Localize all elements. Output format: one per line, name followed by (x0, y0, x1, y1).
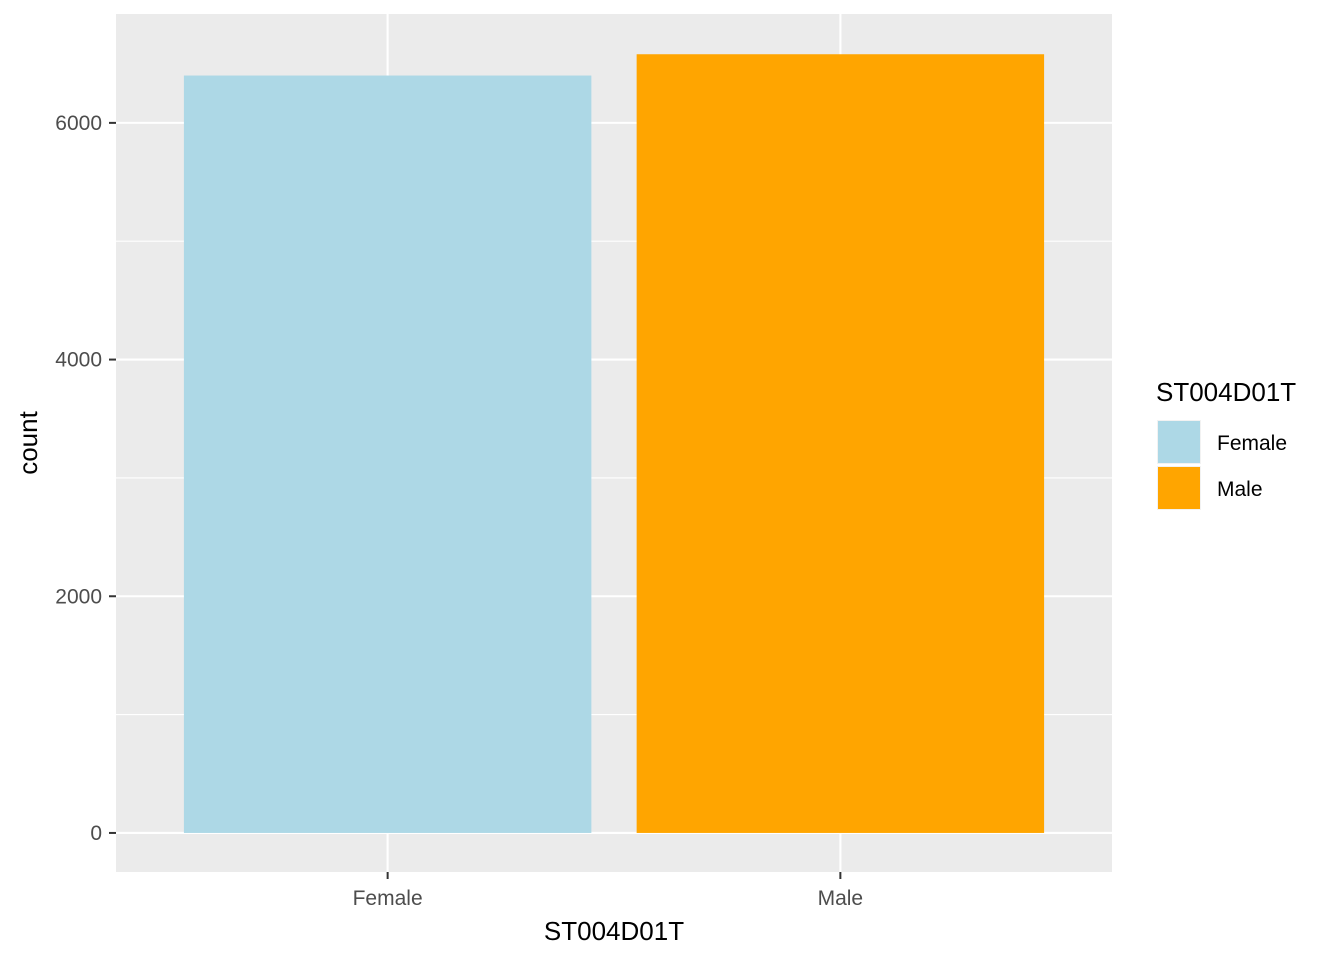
bars-group (183, 54, 1045, 833)
legend-key-male (1158, 467, 1200, 509)
x-axis-title: ST004D01T (544, 916, 684, 946)
legend: ST004D01T Female Male (1156, 377, 1296, 510)
y-tick-label: 6000 (55, 112, 102, 135)
y-axis: 0 2000 4000 6000 (55, 112, 116, 845)
legend-label-male: Male (1217, 478, 1263, 501)
y-tick-label: 0 (90, 822, 102, 845)
legend-label-female: Female (1217, 432, 1287, 455)
x-axis: Female Male (353, 872, 864, 910)
y-tick-label: 2000 (55, 585, 102, 608)
bar-male (636, 54, 1045, 833)
legend-key-female (1158, 421, 1200, 463)
x-tick-label: Male (818, 887, 864, 910)
x-tick-label: Female (353, 887, 423, 910)
bar-female (183, 75, 592, 833)
legend-title: ST004D01T (1156, 377, 1296, 407)
y-axis-title: count (13, 410, 43, 474)
y-tick-label: 4000 (55, 349, 102, 372)
